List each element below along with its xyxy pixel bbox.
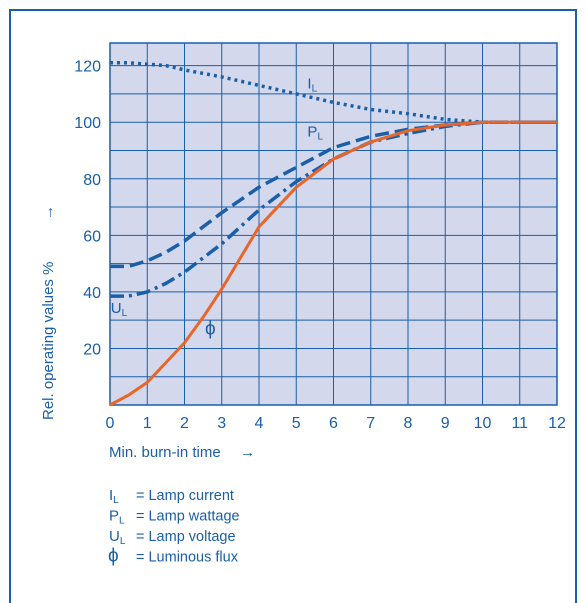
legend: IL = Lamp current PL = Lamp wattage UL = Lamp… [108,487,240,567]
x-tick-labels: 0 1 2 3 4 5 6 7 8 9 10 11 12 [106,415,566,432]
y-axis-arrow: → [40,205,57,220]
grid [109,43,558,405]
x-tick-label: 7 [366,415,375,432]
series-label: ϕ [205,318,216,339]
x-axis-label: Min. burn-in time [109,444,221,461]
legend-symbol: IL [109,487,119,506]
legend-symbol: ϕ [108,546,119,567]
x-tick-label: 4 [255,415,264,432]
legend-text: = Lamp voltage [136,529,236,545]
x-tick-label: 9 [441,415,450,432]
series-label: IL [307,75,317,94]
x-tick-label: 11 [511,415,528,432]
chart-frame [9,9,577,603]
x-tick-label: 0 [106,415,115,432]
legend-text: = Luminous flux [136,550,239,566]
legend-symbol: UL [109,528,126,547]
y-tick-label: 60 [83,228,101,245]
x-tick-label: 2 [180,415,189,432]
series-line-ul [110,120,557,298]
legend-text: = Lamp current [136,488,234,504]
series-line-luminous-flux [109,120,557,407]
legend-symbol: PL [109,508,125,527]
x-tick-label: 8 [404,415,413,432]
x-tick-label: 10 [474,415,492,432]
y-tick-label: 40 [83,285,101,302]
legend-text: = Lamp wattage [136,509,240,525]
series-line-il [110,61,557,124]
x-axis-arrow: → [240,444,255,461]
y-tick-label: 80 [83,172,101,189]
y-tick-label: 100 [74,115,101,132]
x-tick-label: 12 [548,415,566,432]
y-tick-label: 120 [74,59,101,76]
x-tick-label: 1 [143,415,152,432]
x-tick-label: 5 [292,415,301,432]
y-tick-labels: 20 40 60 80 100 120 [74,59,101,359]
y-tick-label: 20 [83,341,101,358]
x-tick-label: 6 [329,415,338,432]
y-axis-label: Rel. operating values % [40,262,57,420]
data-series [109,61,557,407]
x-tick-label: 3 [217,415,226,432]
